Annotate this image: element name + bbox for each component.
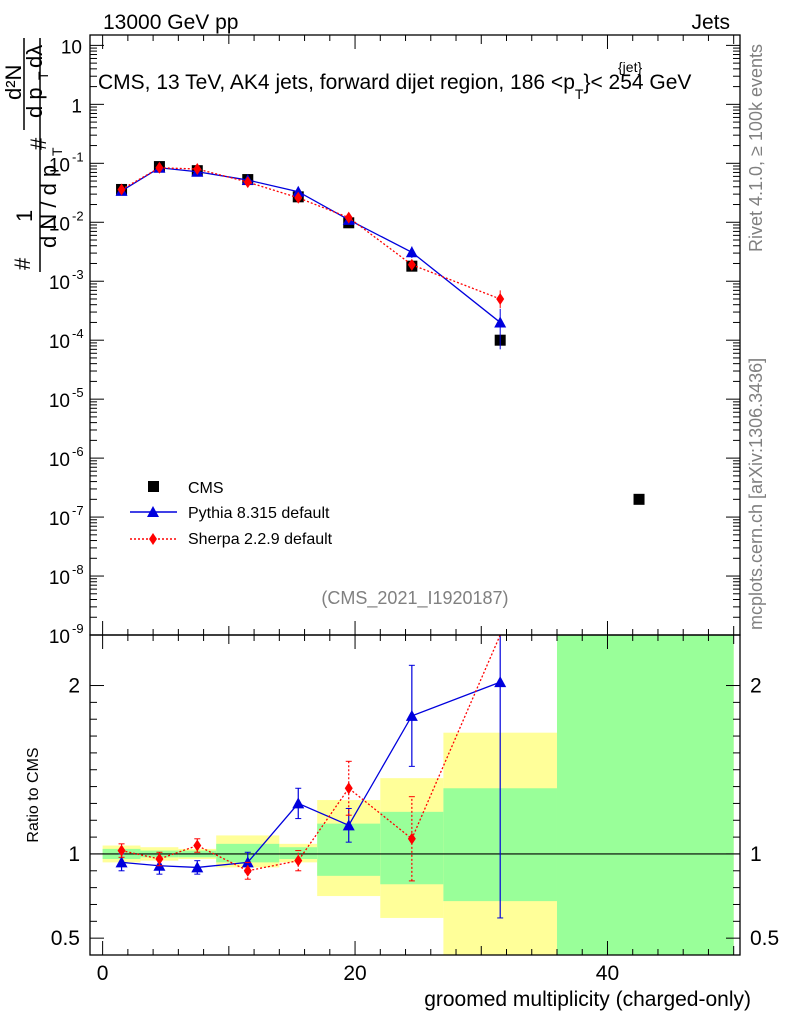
ratio-y-axis-label: Ratio to CMS bbox=[25, 747, 42, 842]
sherpa-point-3 bbox=[243, 176, 252, 189]
y-tick-label--6: 10 bbox=[49, 450, 70, 471]
band-inner-8 bbox=[556, 635, 734, 955]
ratio-tick-label-0.5: 0.5 bbox=[51, 927, 80, 950]
legend-cms-label: CMS bbox=[188, 480, 224, 497]
y-tick-label-exp--4: -4 bbox=[72, 326, 84, 341]
y-tick-label-exp--7: -7 bbox=[72, 503, 84, 518]
ratio-uncertainty-bands bbox=[102, 635, 734, 955]
main-y-axis-label: # 1 d N / d p T # d²N d p T dλ bbox=[1, 38, 65, 272]
x-axis-label: groomed multiplicity (charged-only) bbox=[424, 988, 751, 1011]
cms-point-8 bbox=[633, 493, 645, 505]
axes-layer: 0 20 4010110-110-210-310-410-510-610-710-8… bbox=[49, 35, 779, 985]
y-tick-label-exp--9: -9 bbox=[72, 621, 84, 636]
ylabel-hash: # bbox=[10, 257, 35, 270]
pythia-ratio-point-2 bbox=[191, 861, 204, 873]
y-tick-label-exp--5: -5 bbox=[72, 385, 84, 400]
pythia-ratio-point-7 bbox=[494, 676, 507, 688]
analysis-watermark: (CMS_2021_I1920187) bbox=[321, 588, 508, 609]
y-tick-label--4: 10 bbox=[49, 332, 70, 353]
ratio-tick-label-1: 1 bbox=[68, 843, 80, 866]
ylabel-one: 1 bbox=[12, 210, 37, 222]
legend-cms-marker bbox=[148, 481, 159, 492]
legend-sherpa-label: Sherpa 2.2.9 default bbox=[188, 531, 333, 548]
y-tick-label--8: 10 bbox=[49, 568, 70, 589]
plot-title-sup: {jet} bbox=[618, 59, 642, 75]
y-tick-label-0: 1 bbox=[71, 96, 82, 117]
legend-pythia-label: Pythia 8.315 default bbox=[188, 505, 330, 522]
pythia-ratio-point-6 bbox=[405, 709, 418, 721]
legend: CMS Pythia 8.315 default Sherpa 2.2.9 de… bbox=[130, 480, 333, 548]
plot-title: CMS, 13 TeV, AK4 jets, forward dijet reg… bbox=[98, 71, 691, 102]
sherpa-point-6 bbox=[407, 258, 416, 271]
mcplots-side-label: mcplots.cern.ch [arXiv:1306.3436] bbox=[746, 358, 766, 630]
ylabel-dpt: d p bbox=[22, 87, 47, 118]
sherpa-ratio-point-1 bbox=[155, 853, 164, 865]
series-layer bbox=[115, 161, 645, 919]
ratio-tick-label-right-0.5: 0.5 bbox=[750, 927, 779, 950]
sherpa-ratio-point-0 bbox=[117, 844, 126, 857]
pythia-ratio-point-0 bbox=[115, 856, 128, 868]
ylabel-denominator-t: T bbox=[49, 147, 65, 156]
sherpa-point-4 bbox=[294, 191, 303, 204]
y-tick-label-exp--6: -6 bbox=[72, 444, 84, 459]
ylabel-dlambda: dλ bbox=[22, 45, 47, 68]
y-tick-label-exp--1: -1 bbox=[72, 149, 84, 164]
ratio-tick-label-right-1: 1 bbox=[750, 843, 762, 866]
energy-label: 13000 GeV pp bbox=[103, 11, 238, 34]
x-tick-label-20: 20 bbox=[343, 962, 366, 985]
sherpa-ratio-point-4 bbox=[294, 854, 303, 867]
plot-title-sub: T bbox=[575, 86, 584, 102]
sherpa-ratio-point-5 bbox=[344, 782, 353, 795]
sherpa-point-1 bbox=[155, 161, 164, 174]
y-tick-label-exp--2: -2 bbox=[72, 208, 84, 223]
y-tick-label--2: 10 bbox=[49, 214, 70, 235]
y-tick-label--1: 10 bbox=[49, 155, 70, 176]
ylabel-denominator: d N / d p bbox=[36, 165, 61, 248]
sherpa-ratio-point-6 bbox=[407, 832, 416, 845]
y-tick-label-1: 10 bbox=[61, 37, 82, 58]
x-tick-label-40: 40 bbox=[596, 962, 619, 985]
plot-title-main: CMS, 13 TeV, AK4 jets, forward dijet reg… bbox=[98, 71, 575, 94]
y-tick-label--3: 10 bbox=[49, 273, 70, 294]
jets-label: Jets bbox=[691, 11, 730, 34]
legend-sherpa-marker bbox=[149, 533, 157, 545]
pythia-ratio-line bbox=[121, 681, 501, 869]
sherpa-ratio-line bbox=[121, 634, 501, 872]
pythia-ratio-point-4 bbox=[292, 797, 305, 809]
x-tick-label-0: 0 bbox=[97, 962, 109, 985]
y-tick-label-exp--3: -3 bbox=[72, 267, 84, 282]
legend-pythia-marker bbox=[147, 506, 159, 517]
pythia-main-line bbox=[121, 167, 501, 323]
sherpa-ratio-point-2 bbox=[193, 839, 202, 852]
sherpa-ratio-point-3 bbox=[243, 864, 252, 877]
pythia-point-4 bbox=[292, 185, 305, 197]
y-tick-label--7: 10 bbox=[49, 509, 70, 530]
ratio-tick-label-2: 2 bbox=[68, 675, 80, 698]
pythia-ratio-point-5 bbox=[342, 819, 355, 831]
ratio-tick-label-right-2: 2 bbox=[750, 675, 762, 698]
y-tick-label-exp--8: -8 bbox=[72, 562, 84, 577]
y-tick-label--5: 10 bbox=[49, 391, 70, 412]
sherpa-point-2 bbox=[193, 163, 202, 176]
ratio-plot-frame bbox=[89, 634, 741, 956]
ylabel-dpt-t: T bbox=[35, 71, 51, 80]
sherpa-point-0 bbox=[117, 183, 126, 196]
y-tick-label--9: 10 bbox=[49, 627, 70, 648]
sherpa-main-line bbox=[121, 167, 501, 300]
sherpa-point-5 bbox=[344, 211, 353, 224]
ylabel-numerator: d²N bbox=[1, 65, 26, 100]
ylabel-hash2: # bbox=[26, 137, 51, 150]
plot-title-end: }< 254 GeV bbox=[583, 71, 691, 94]
rivet-side-label: Rivet 4.1.0, ≥ 100k events bbox=[746, 44, 766, 252]
